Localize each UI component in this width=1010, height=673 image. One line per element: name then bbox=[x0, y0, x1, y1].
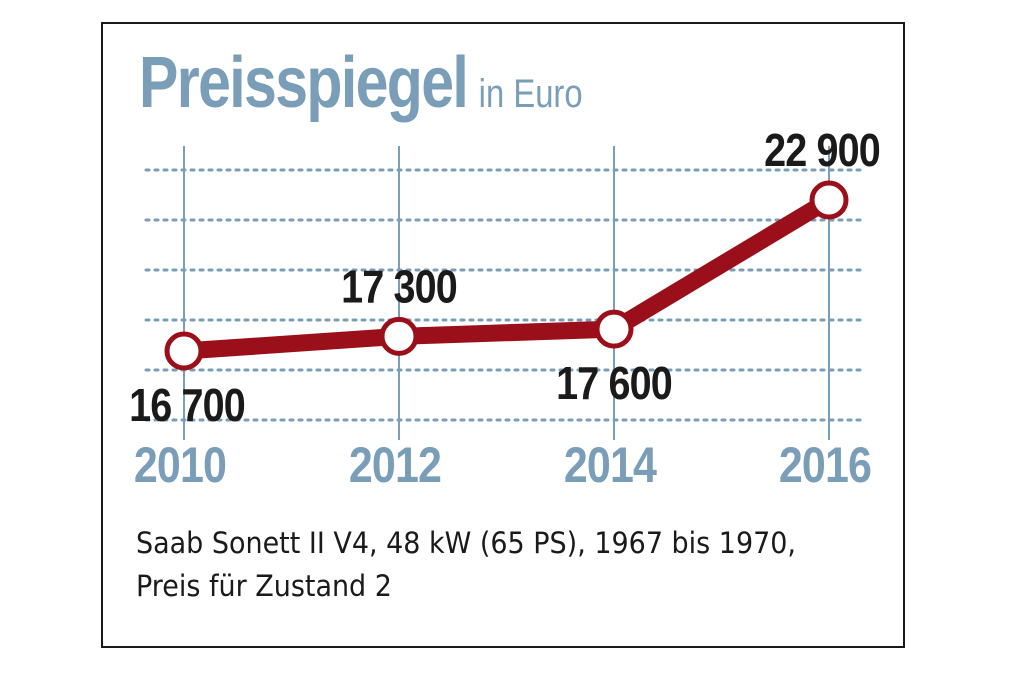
data-label: 22 900 bbox=[764, 125, 880, 176]
horizontal-gridlines bbox=[144, 168, 868, 422]
chart-title-block: Preisspiegel in Euro bbox=[139, 42, 583, 124]
x-tick-labels: 2010 2012 2014 2016 bbox=[134, 437, 872, 493]
chart-subtitle: in Euro bbox=[478, 72, 583, 116]
data-point bbox=[164, 331, 204, 371]
data-points bbox=[164, 180, 849, 371]
vertical-gridlines bbox=[183, 146, 830, 440]
data-label: 17 300 bbox=[341, 262, 457, 313]
x-tick-label: 2016 bbox=[779, 437, 871, 493]
data-labels: 16 700 17 300 17 600 22 900 bbox=[129, 125, 881, 431]
data-point bbox=[809, 180, 849, 220]
chart-title: Preisspiegel bbox=[139, 43, 469, 123]
data-label: 16 700 bbox=[129, 380, 245, 431]
x-tick-label: 2010 bbox=[134, 437, 226, 493]
chart-caption: Saab Sonett II V4, 48 kW (65 PS), 1967 b… bbox=[136, 522, 796, 608]
caption-line-2: Preis für Zustand 2 bbox=[136, 569, 392, 603]
data-point bbox=[594, 309, 634, 349]
x-tick-label: 2012 bbox=[349, 437, 441, 493]
data-point bbox=[379, 316, 419, 356]
data-label: 17 600 bbox=[556, 358, 672, 409]
x-tick-label: 2014 bbox=[564, 437, 657, 493]
series-line bbox=[175, 191, 838, 360]
caption-line-1: Saab Sonett II V4, 48 kW (65 PS), 1967 b… bbox=[136, 526, 797, 560]
series-line-group bbox=[175, 191, 838, 360]
